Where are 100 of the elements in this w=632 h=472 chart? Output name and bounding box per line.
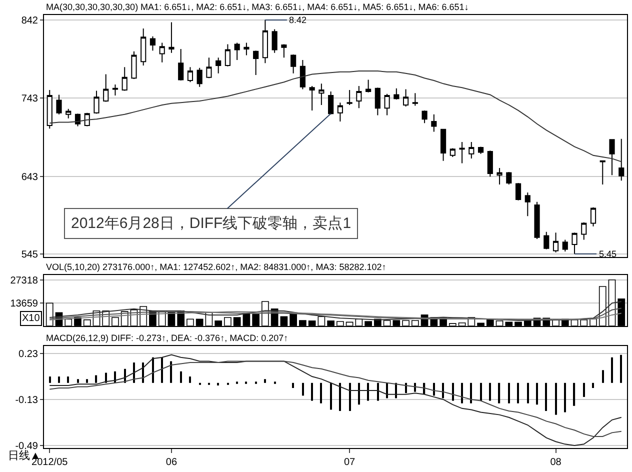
y-tick-label: 0.23 (18, 349, 38, 360)
bar (480, 382, 482, 401)
candlestick (112, 84, 118, 96)
bar (180, 371, 182, 383)
candlestick (478, 146, 484, 154)
candlestick (552, 232, 559, 253)
bar (545, 382, 547, 411)
candlestick (94, 90, 100, 114)
bar (189, 376, 191, 383)
y-tick-label: 27318 (10, 275, 38, 286)
x-tick-label: 08 (550, 457, 562, 468)
line-series (49, 354, 622, 446)
bar (508, 382, 510, 404)
candlestick (515, 182, 522, 201)
bar (95, 375, 98, 383)
bar (602, 370, 604, 383)
bar (489, 382, 491, 401)
bar (320, 382, 322, 404)
bar (77, 379, 79, 383)
candlestick (337, 102, 343, 122)
candlestick (440, 128, 446, 162)
candlestick (600, 160, 606, 186)
annotation: 2012年6月28日，DIFF线下破零轴，卖点1 (71, 215, 352, 232)
line-series (49, 311, 622, 320)
candlestick (122, 66, 128, 92)
y-tick-label: -0.13 (15, 394, 38, 406)
bar (330, 382, 332, 410)
candlestick (618, 138, 624, 182)
candlestick (244, 42, 250, 56)
bar (573, 382, 576, 406)
candlestick (366, 79, 372, 93)
candlestick (468, 142, 474, 160)
bar (264, 379, 266, 383)
candlestick (487, 150, 493, 178)
bar (58, 376, 60, 383)
candlestick (224, 44, 231, 67)
bar (86, 379, 88, 383)
candlestick (178, 48, 184, 82)
bar (452, 382, 454, 401)
y-tick-label: 743 (21, 93, 38, 104)
annotation: 8.42 (289, 15, 307, 25)
candlestick (534, 201, 540, 240)
candlestick (187, 66, 194, 83)
candlestick (216, 57, 222, 74)
candlestick (159, 42, 165, 63)
bar (358, 382, 360, 405)
bar (611, 357, 613, 383)
bar (442, 382, 444, 398)
bar (377, 382, 379, 401)
bar (461, 382, 463, 404)
bar (311, 382, 313, 401)
candlestick (544, 231, 550, 250)
bar (536, 382, 538, 405)
candlestick (459, 142, 465, 164)
candlestick (318, 83, 324, 106)
chart-title: MA(30,30,30,30,30,30) MA1: 6.651↓, MA2: 6.651↓, MA3: 6.651↓, MA4: 6.651↓, MA5: 6.651↓, MA6: 6.651↓ (46, 2, 469, 12)
candlestick (272, 28, 278, 54)
bar (592, 382, 594, 388)
bar (620, 354, 622, 383)
candlestick (103, 74, 109, 102)
x-tick-label: 07 (344, 457, 356, 468)
x-tick-label: 2012/05 (32, 457, 68, 468)
bar (217, 382, 219, 386)
candlestick (234, 42, 240, 61)
candlestick (281, 44, 287, 58)
bar (302, 382, 304, 396)
candlestick (609, 139, 615, 176)
candlestick (131, 50, 137, 80)
bar (349, 382, 351, 411)
candlestick (450, 148, 456, 158)
candlestick (581, 222, 587, 240)
bar (161, 357, 163, 383)
candlestick (253, 50, 259, 76)
candlestick (506, 171, 512, 186)
chart-title: VOL(5,10,20) 273176.000↑, MA1: 127452.602↑, MA2: 84831.000↑, MA3: 58282.102↑ (46, 262, 386, 272)
bar (339, 382, 341, 411)
candlestick (572, 232, 578, 254)
y-tick-label: 842 (21, 15, 38, 26)
bar (527, 382, 529, 404)
candlestick (374, 87, 380, 116)
line-series (49, 70, 622, 162)
bar (152, 357, 154, 383)
candlestick (168, 22, 174, 54)
line-series (49, 360, 622, 438)
bar (498, 382, 500, 404)
candlestick (196, 67, 202, 88)
candlestick (346, 89, 352, 106)
candlestick (262, 19, 268, 64)
y-tick-label: 13659 (10, 298, 38, 310)
bar (49, 376, 51, 383)
bar (367, 382, 369, 401)
text: X10 (22, 313, 40, 324)
candlestick (590, 206, 596, 227)
bar (170, 361, 172, 383)
candlestick (56, 94, 62, 115)
candlestick (328, 91, 334, 115)
candlestick (431, 114, 437, 132)
candlestick (300, 60, 306, 90)
candlestick (496, 168, 502, 186)
candlestick (384, 93, 390, 116)
